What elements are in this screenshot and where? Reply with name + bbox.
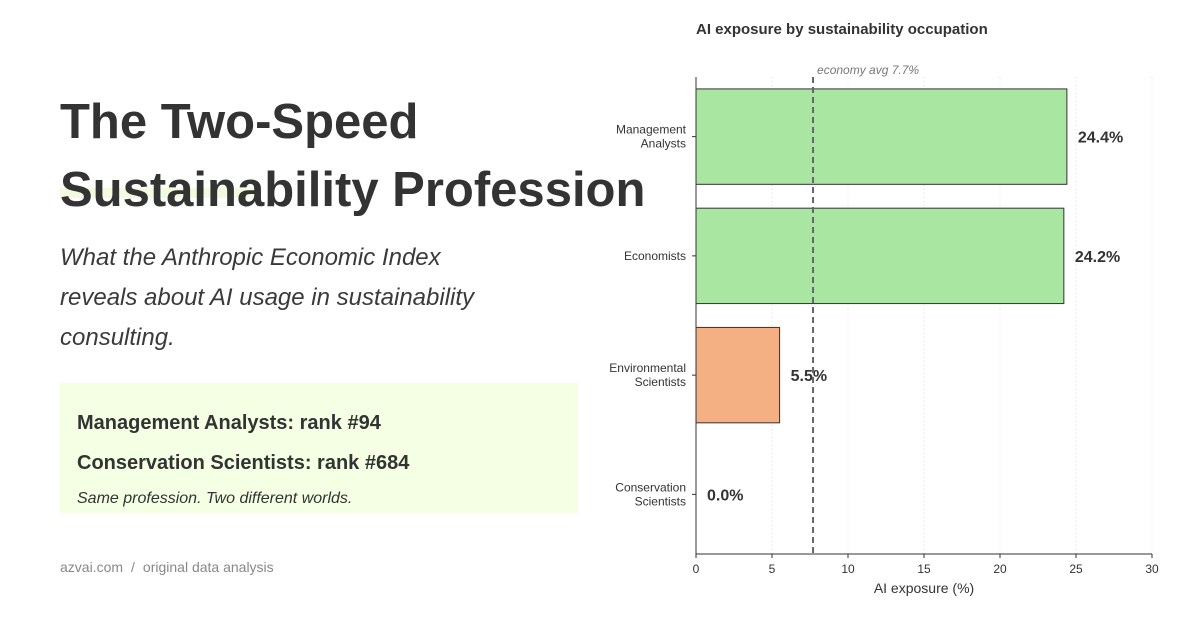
bar (695, 326, 781, 424)
footer: azvai.com / original data analysis (60, 559, 274, 575)
callout-rank-management: Management Analysts: rank #94 (77, 412, 381, 434)
x-tick-label: 20 (993, 562, 1007, 576)
footer-separator: / (131, 559, 135, 575)
economy-average-label: economy avg 7.7% (817, 63, 919, 77)
chart-title: AI exposure by sustainability occupation (696, 21, 988, 38)
bar-value-label: 24.4% (1078, 130, 1123, 147)
headline-line-1: The Two-Speed (60, 95, 419, 149)
bar-value-label: 24.2% (1075, 249, 1120, 266)
y-tick-label: Conservation Scientists (615, 480, 686, 508)
x-axis-label: AI exposure (%) (874, 580, 974, 596)
headline-line-2: Sustainability Profession (60, 163, 646, 217)
footer-note: original data analysis (142, 559, 274, 575)
y-tick-label: Economists (624, 249, 686, 263)
bar-value-label: 0.0% (707, 487, 743, 504)
bar (695, 88, 1068, 185)
x-tick-label: 25 (1069, 562, 1083, 576)
bar (695, 207, 1065, 305)
page-subtitle: What the Anthropic Economic Index reveal… (60, 244, 475, 351)
x-tick-label: 30 (1145, 562, 1159, 576)
callout-rank-conservation: Conservation Scientists: rank #684 (77, 452, 410, 474)
rank-callout: Management Analysts: rank #94 Conservati… (60, 383, 578, 513)
x-tick-label: 15 (917, 562, 931, 576)
x-tick-label: 0 (693, 562, 700, 576)
callout-tagline: Same profession. Two different worlds. (77, 490, 353, 507)
y-tick-label: Environmental Scientists (609, 361, 686, 389)
x-tick-label: 5 (769, 562, 776, 576)
page-headline: The Two-Speed Sustainability Profession (60, 88, 645, 224)
x-tick-label: 10 (841, 562, 855, 576)
footer-site: azvai.com (60, 559, 124, 575)
y-tick-label: Management Analysts (616, 123, 687, 151)
headline-highlight (60, 188, 260, 198)
bar-value-label: 5.5% (791, 368, 827, 385)
